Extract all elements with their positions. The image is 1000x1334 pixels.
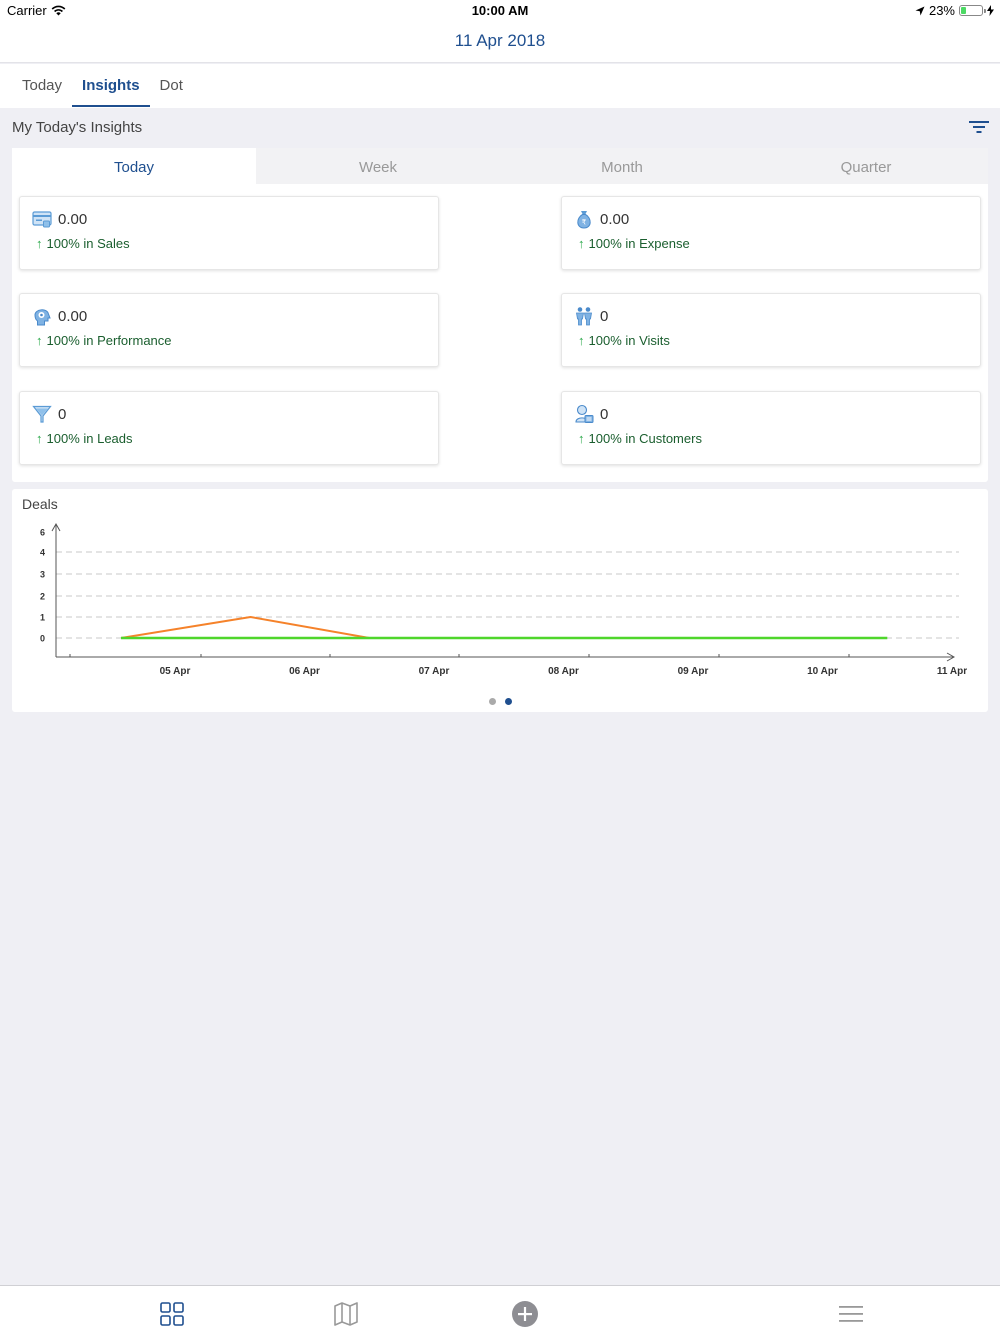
pager-dot[interactable] — [488, 698, 496, 705]
y-axis-arrow — [51, 522, 61, 532]
y-tick-label: 6 — [40, 528, 45, 538]
expense-value: 0.00 — [600, 210, 630, 228]
insights-panel: Today Week Month Quarter 0.00 ↑ 100% in … — [12, 148, 988, 482]
location-arrow-icon — [915, 6, 925, 15]
x-tick-label: 10 Apr — [807, 666, 838, 677]
insight-card-expense[interactable]: ₹ 0.00 ↑ 100% in Expense — [561, 196, 981, 270]
pager-dots — [12, 698, 988, 705]
customers-value: 0 — [600, 405, 609, 423]
deals-panel: 0 1 2 3 4 6 05 Apr 06 Apr 07 Apr 08 Apr 09 Apr 10 A… — [12, 489, 988, 712]
arrow-up-icon: ↑ — [578, 236, 585, 251]
leads-change: 100% in Leads — [46, 431, 133, 446]
x-tick-label: 05 Apr — [160, 666, 191, 677]
arrow-up-icon: ↑ — [578, 333, 585, 348]
money-bag-icon: ₹ — [577, 211, 591, 229]
x-tick-label: 06 Apr — [289, 666, 320, 677]
insight-card-performance[interactable]: 0.00 ↑ 100% in Performance — [19, 293, 439, 367]
x-tick-label: 07 Apr — [419, 666, 450, 677]
y-tick-label: 0 — [40, 634, 45, 644]
period-tab-today[interactable]: Today — [12, 148, 256, 184]
tab-insights[interactable]: Insights — [72, 64, 150, 108]
bottom-tab-bar — [0, 1285, 1000, 1334]
funnel-icon — [32, 405, 52, 423]
battery-fill — [961, 7, 966, 14]
x-tick-label: 08 Apr — [548, 666, 579, 677]
carrier-info: Carrier — [7, 3, 66, 18]
y-tick-label: 3 — [40, 570, 45, 580]
charging-bolt-icon — [987, 5, 994, 16]
arrow-up-icon: ↑ — [36, 236, 43, 251]
performance-change: 100% in Performance — [46, 333, 172, 348]
section-title: My Today's Insights — [12, 119, 143, 136]
dashboard-grid-icon[interactable] — [158, 1300, 186, 1328]
visits-value: 0 — [600, 307, 609, 325]
tab-dot[interactable]: Dot — [159, 77, 183, 94]
customers-change: 100% in Customers — [588, 431, 702, 446]
arrow-up-icon: ↑ — [36, 431, 43, 446]
map-icon[interactable] — [332, 1300, 360, 1328]
clock: 10:00 AM — [471, 3, 529, 18]
filter-icon[interactable] — [968, 118, 990, 136]
period-tabs: Today Week Month Quarter — [12, 148, 988, 184]
menu-icon[interactable] — [837, 1300, 865, 1328]
arrow-up-icon: ↑ — [36, 333, 43, 348]
header-date-title[interactable]: 11 Apr 2018 — [454, 31, 546, 50]
y-tick-label: 2 — [40, 592, 45, 602]
period-tab-quarter[interactable]: Quarter — [840, 159, 892, 176]
carrier-label: Carrier — [7, 3, 47, 18]
insight-card-customers[interactable]: 0 ↑ 100% in Customers — [561, 391, 981, 465]
performance-icon — [34, 309, 51, 326]
sales-change: 100% in Sales — [46, 236, 130, 251]
deals-title: Deals — [22, 496, 58, 512]
insight-card-sales[interactable]: 0.00 ↑ 100% in Sales — [19, 196, 439, 270]
add-circle-icon[interactable] — [511, 1300, 539, 1328]
insight-card-visits[interactable]: 0 ↑ 100% in Visits — [561, 293, 981, 367]
performance-value: 0.00 — [58, 307, 88, 325]
y-tick-label: 1 — [40, 613, 45, 623]
status-right: 23% — [915, 3, 994, 18]
x-tick-label: 09 Apr — [678, 666, 709, 677]
visits-change: 100% in Visits — [588, 333, 670, 348]
period-tab-month[interactable]: Month — [601, 159, 643, 176]
leads-value: 0 — [58, 405, 67, 423]
svg-text:₹: ₹ — [582, 219, 587, 227]
insight-card-leads[interactable]: 0 ↑ 100% in Leads — [19, 391, 439, 465]
sales-icon — [32, 211, 52, 228]
battery-icon — [959, 5, 986, 16]
expense-change: 100% in Expense — [588, 236, 690, 251]
sales-value: 0.00 — [58, 210, 88, 228]
series-line — [120, 616, 370, 639]
wifi-icon — [51, 5, 66, 16]
y-tick-label: 4 — [40, 548, 45, 558]
x-axis-arrow — [946, 652, 956, 662]
tab-today[interactable]: Today — [22, 77, 63, 94]
arrow-up-icon: ↑ — [578, 431, 585, 446]
pager-dot[interactable] — [504, 698, 512, 705]
period-tab-week[interactable]: Week — [358, 159, 398, 176]
status-bar: Carrier 10:00 AM 23% — [0, 0, 1000, 22]
nav-header: 11 Apr 2018 — [0, 22, 1000, 63]
deals-chart: 0 1 2 3 4 6 05 Apr 06 Apr 07 Apr 08 Apr 09 Apr 10 A… — [40, 522, 967, 677]
battery-percent: 23% — [928, 3, 955, 18]
top-tabs: Today Insights Dot — [0, 64, 1000, 108]
customer-icon — [575, 404, 594, 423]
x-tick-label: 11 Apr — [937, 666, 967, 677]
visits-icon — [576, 307, 592, 326]
